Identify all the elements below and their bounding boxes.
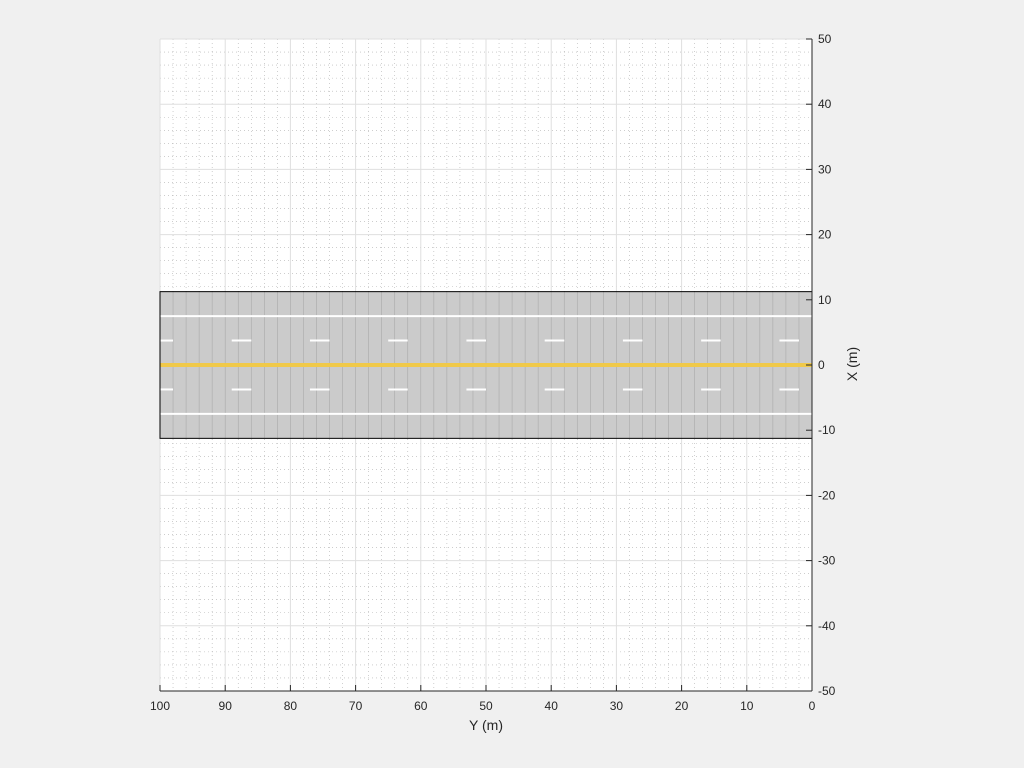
y-tick-label: -10	[818, 423, 836, 437]
x-tick-label: 100	[150, 699, 170, 713]
x-tick-label: 50	[479, 699, 493, 713]
x-tick-label: 70	[349, 699, 363, 713]
y-tick-label: 20	[818, 228, 832, 242]
x-tick-label: 10	[740, 699, 754, 713]
y-tick-label: -30	[818, 554, 836, 568]
y-tick-label: 30	[818, 162, 832, 176]
y-tick-label: 0	[818, 358, 825, 372]
x-tick-label: 20	[675, 699, 689, 713]
y-tick-label: 40	[818, 97, 832, 111]
x-tick-label: 30	[610, 699, 624, 713]
road-surface	[159, 291, 813, 439]
x-axis-label: Y (m)	[469, 717, 503, 733]
x-tick-label: 80	[284, 699, 298, 713]
y-tick-label: -20	[818, 488, 836, 502]
y-axis-ticks: 50 40 30 20 10 0 -10 -20 -30 -40 -50	[806, 32, 836, 698]
y-tick-label: 10	[818, 293, 832, 307]
x-tick-label: 40	[545, 699, 559, 713]
y-axis-label: X (m)	[844, 347, 860, 381]
y-tick-label: -50	[818, 684, 836, 698]
x-tick-label: 60	[414, 699, 428, 713]
y-tick-label: 50	[818, 32, 832, 46]
x-tick-label: 90	[219, 699, 233, 713]
x-tick-label: 0	[809, 699, 816, 713]
y-tick-label: -40	[818, 619, 836, 633]
x-axis-ticks: 100 90 80 70 60 50 40 30 20 10 0	[150, 685, 816, 713]
